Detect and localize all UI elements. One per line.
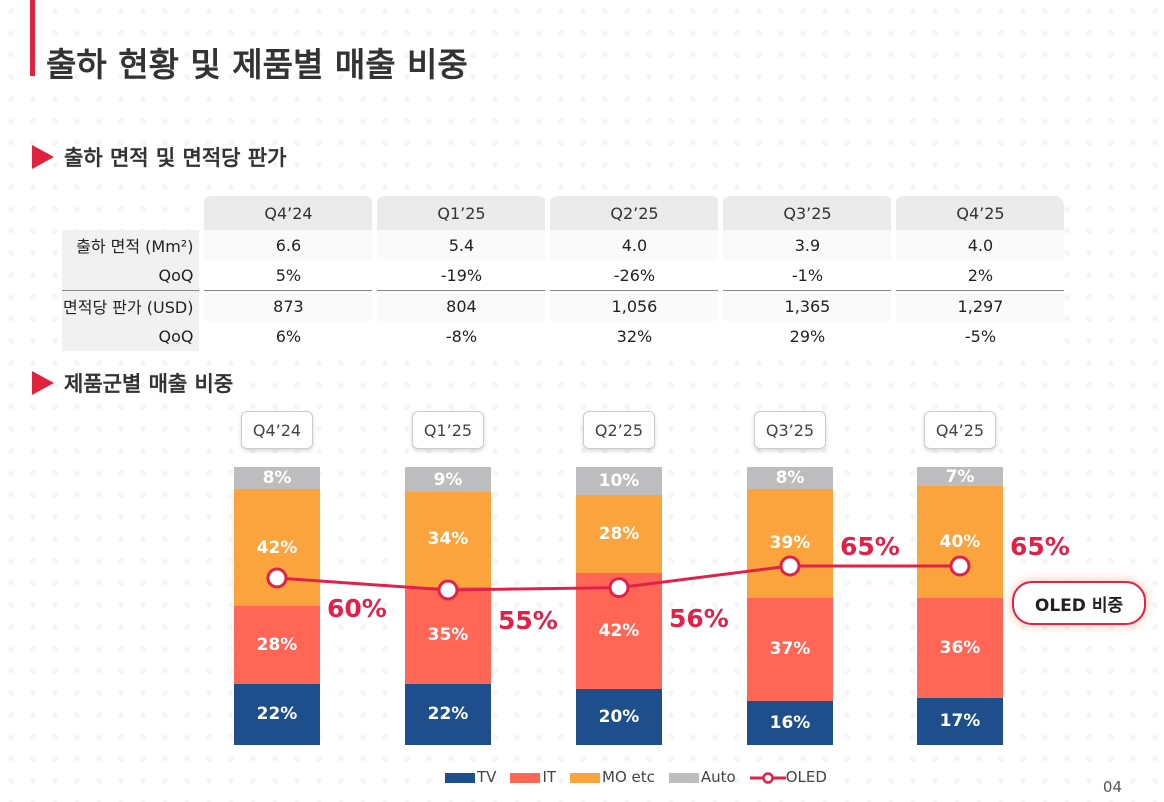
table-row: QoQ 5% -19% -26% -1% 2% [62, 260, 1065, 291]
oled-value-label: 65% [1010, 532, 1070, 561]
table-cell: -26% [545, 260, 721, 291]
bar-segment-it: 35% [405, 586, 491, 684]
quarter-label: Q1’25 [412, 411, 484, 449]
column-header: Q2’25 [545, 196, 721, 230]
empty-header [62, 196, 202, 230]
line-marker-icon [749, 771, 786, 784]
bar-segment-it: 36% [917, 597, 1003, 698]
table-row: QoQ 6% -8% 32% 29% -5% [62, 321, 1065, 351]
table-cell: -19% [372, 260, 548, 291]
bar-segment-tv: 22% [405, 683, 491, 745]
table-cell: -1% [718, 260, 894, 291]
bar-segment-it: 28% [234, 606, 320, 684]
table-cell: -8% [372, 321, 548, 351]
section-title: 제품군별 매출 비중 [64, 372, 234, 396]
table-cell: -5% [891, 321, 1065, 351]
quarter-label: Q3’25 [754, 411, 826, 449]
legend-item: TV [445, 768, 496, 786]
table-cell: 1,297 [891, 290, 1065, 321]
triangle-bullet-icon [32, 371, 54, 395]
legend-swatch [445, 772, 475, 783]
quarter-label: Q4’25 [924, 411, 996, 449]
table-cell: 5% [199, 260, 375, 291]
oled-value-label: 55% [498, 606, 558, 635]
table-cell: 3.9 [718, 230, 894, 260]
row-label: QoQ [62, 321, 202, 351]
section-heading-revenue-mix: 제품군별 매출 비중 [32, 368, 233, 398]
section-title: 출하 면적 및 면적당 판가 [64, 146, 287, 170]
table-cell: 29% [718, 321, 894, 351]
bar-segment-mo-etc: 28% [576, 494, 662, 573]
table-cell: 1,056 [545, 290, 721, 321]
bar-segment-mo-etc: 34% [405, 492, 491, 587]
legend-swatch [510, 772, 541, 783]
bar-segment-it: 42% [576, 572, 662, 690]
bar-segment-tv: 22% [234, 683, 320, 745]
quarter-label: Q4’24 [241, 411, 313, 449]
bar-segment-mo-etc: 39% [747, 489, 833, 598]
section-heading-shipments: 출하 면적 및 면적당 판가 [32, 142, 286, 172]
row-label: QoQ [62, 260, 202, 291]
oled-value-label: 56% [669, 603, 729, 633]
bar-segment-tv: 17% [917, 697, 1003, 745]
legend-label: TV [477, 768, 497, 786]
bar-segment-auto: 9% [405, 467, 491, 493]
table-cell: 1,365 [718, 290, 894, 321]
table-cell: 4.0 [545, 230, 721, 260]
bar-segment-mo-etc: 40% [917, 486, 1003, 598]
column-header: Q4’25 [891, 196, 1065, 230]
legend-swatch [570, 772, 601, 783]
bar-segment-mo-etc: 42% [234, 489, 320, 606]
oled-value-label: 60% [327, 594, 387, 623]
table-cell: 6.6 [199, 230, 375, 260]
triangle-bullet-icon [32, 145, 54, 169]
legend-label: IT [542, 768, 557, 786]
bar-segment-auto: 10% [576, 467, 662, 495]
bar-segment-it: 37% [747, 597, 833, 701]
table-cell: 2% [891, 260, 1065, 291]
legend-label: OLED [785, 768, 827, 786]
legend-item: Auto [668, 768, 736, 786]
bar-segment-tv: 20% [576, 689, 662, 745]
legend-item: IT [510, 768, 556, 786]
table-cell: 873 [199, 290, 375, 321]
legend-item: OLED [749, 768, 827, 786]
page-number: 04 [1102, 778, 1122, 796]
table-cell: 4.0 [891, 230, 1065, 260]
column-header: Q1’25 [372, 196, 548, 230]
bar-segment-auto: 8% [747, 467, 833, 490]
table-cell: 32% [545, 321, 721, 351]
row-label: 면적당 판가 (USD) [62, 290, 202, 321]
title-accent-bar [30, 0, 35, 76]
quarter-label: Q2’25 [583, 411, 655, 449]
bar-segment-tv: 16% [747, 700, 833, 745]
bar-segment-auto: 7% [917, 467, 1003, 487]
column-header: Q4’24 [199, 196, 375, 230]
legend-item: MO etc [570, 768, 655, 786]
table-row: 출하 면적 (Mm²) 6.6 5.4 4.0 3.9 4.0 [62, 230, 1065, 260]
table-row: 면적당 판가 (USD) 873 804 1,056 1,365 1,297 [62, 290, 1065, 321]
column-header: Q3’25 [718, 196, 894, 230]
table-cell: 5.4 [372, 230, 548, 260]
legend-label: MO etc [602, 768, 655, 786]
legend-label: Auto [700, 768, 736, 786]
oled-share-badge: OLED 비중 [1012, 581, 1146, 625]
page-title: 출하 현황 및 제품별 매출 비중 [46, 45, 468, 84]
table-cell: 804 [372, 290, 548, 321]
table-cell: 6% [199, 321, 375, 351]
row-label: 출하 면적 (Mm²) [62, 230, 202, 260]
legend-swatch [668, 772, 699, 783]
shipment-table: Q4’24 Q1’25 Q2’25 Q3’25 Q4’25 출하 면적 (Mm²) 6.6… [62, 196, 1065, 351]
oled-value-label: 65% [840, 532, 900, 561]
bar-segment-auto: 8% [234, 467, 320, 490]
chart-legend: TV IT MO etc Auto OLED [445, 768, 827, 786]
